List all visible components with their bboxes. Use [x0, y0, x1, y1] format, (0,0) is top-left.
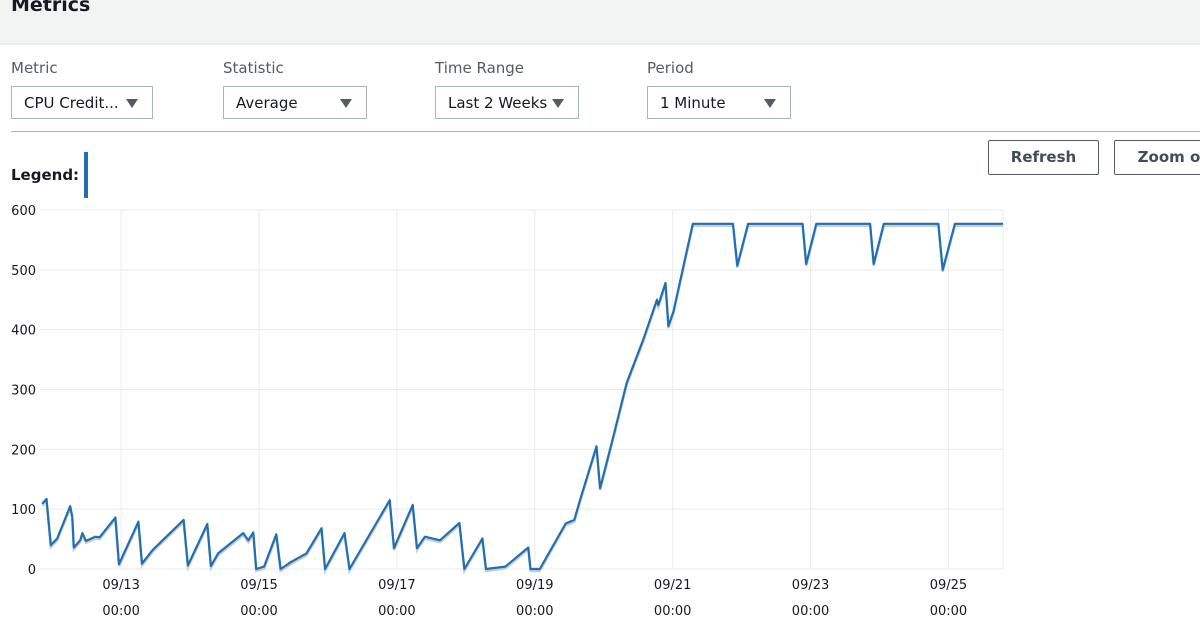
statistic-select[interactable]: Average	[223, 86, 367, 119]
caret-down-icon	[552, 99, 564, 108]
statistic-label: Statistic	[223, 59, 284, 77]
time-range-value: Last 2 Weeks	[448, 94, 548, 112]
y-tick-label: 300	[11, 384, 36, 399]
series-shadow	[41, 224, 1003, 576]
x-tick-time: 00:00	[930, 604, 967, 618]
caret-down-icon	[340, 99, 352, 108]
x-tick-date: 09/25	[930, 578, 967, 593]
caret-down-icon	[764, 99, 776, 108]
x-tick-time: 00:00	[654, 604, 691, 618]
series-line	[41, 222, 1003, 571]
y-tick-label: 0	[28, 563, 36, 578]
period-value: 1 Minute	[660, 94, 726, 112]
y-tick-label: 600	[11, 204, 36, 219]
time-range-label: Time Range	[435, 59, 525, 77]
y-tick-label: 400	[11, 324, 36, 339]
page-header: Metrics	[0, 0, 1200, 45]
metric-label: Metric	[11, 59, 58, 77]
refresh-button[interactable]: Refresh	[988, 140, 1099, 175]
legend-swatch	[84, 152, 88, 198]
period-label: Period	[647, 59, 694, 77]
x-tick-time: 00:00	[378, 604, 415, 618]
y-tick-label: 100	[11, 503, 36, 518]
x-tick-time: 00:00	[240, 604, 277, 618]
x-tick-date: 09/21	[654, 578, 691, 593]
time-range-select[interactable]: Last 2 Weeks	[435, 86, 579, 119]
y-tick-label: 200	[11, 443, 36, 458]
x-tick-time: 00:00	[792, 604, 829, 618]
x-tick-date: 09/23	[792, 578, 829, 593]
x-tick-date: 09/17	[378, 578, 415, 593]
divider	[11, 131, 1200, 132]
caret-down-icon	[126, 99, 138, 108]
zoom-out-button[interactable]: Zoom o	[1114, 140, 1200, 175]
x-tick-date: 09/13	[102, 578, 139, 593]
legend-label: Legend:	[11, 166, 80, 184]
x-tick-date: 09/15	[240, 578, 277, 593]
period-select[interactable]: 1 Minute	[647, 86, 791, 119]
metric-value: CPU Credit...	[24, 94, 119, 112]
y-tick-label: 500	[11, 264, 36, 279]
x-tick-time: 00:00	[516, 604, 553, 618]
metric-select[interactable]: CPU Credit...	[11, 86, 153, 119]
page-title: Metrics	[11, 0, 91, 16]
x-tick-date: 09/19	[516, 578, 553, 593]
statistic-value: Average	[236, 94, 298, 112]
x-tick-time: 00:00	[102, 604, 139, 618]
